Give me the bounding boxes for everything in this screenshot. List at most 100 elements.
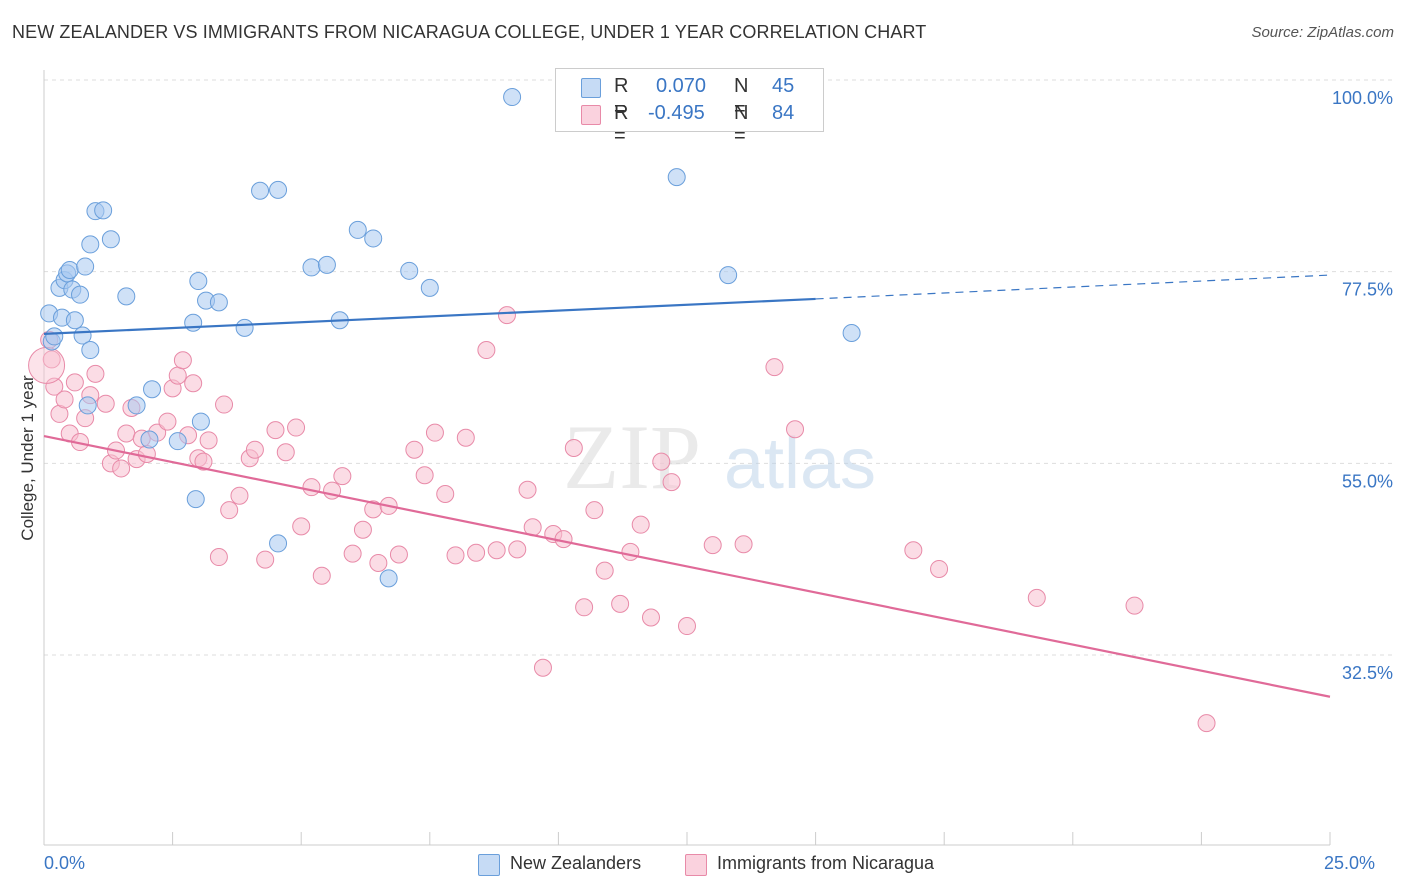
point-new-zealanders (420, 278, 439, 297)
point-new-zealanders (189, 272, 208, 291)
point-nicaragua (343, 544, 362, 563)
source-label: Source: ZipAtlas.com (1251, 24, 1394, 41)
point-nicaragua (276, 443, 295, 462)
y-tick-label: 100.0% (1332, 88, 1393, 108)
point-nicaragua (703, 536, 722, 555)
bottom-legend-swatch-pink (685, 854, 707, 876)
point-new-zealanders (842, 324, 861, 342)
point-new-zealanders (667, 168, 686, 187)
axes (43, 70, 1331, 846)
bottom-legend-label: New Zealanders (510, 853, 642, 873)
point-new-zealanders (184, 313, 203, 332)
trend-line-new-zealanders-projection (815, 274, 1331, 300)
point-nicaragua (292, 517, 311, 536)
point-new-zealanders (78, 396, 97, 415)
chart-title: NEW ZEALANDER VS IMMIGRANTS FROM NICARAG… (12, 22, 927, 42)
point-new-zealanders (348, 220, 367, 239)
point-nicaragua (117, 424, 136, 443)
point-nicaragua (194, 452, 213, 471)
point-nicaragua (353, 520, 372, 539)
point-nicaragua (266, 421, 285, 440)
point-new-zealanders (269, 180, 288, 199)
correlation-legend: R = 0.070 N = 45 R = -0.495 N = 84 (555, 68, 824, 147)
point-new-zealanders (191, 412, 210, 431)
point-nicaragua (1197, 714, 1216, 733)
y-tick-label: 55.0% (1342, 471, 1393, 491)
point-nicaragua (245, 440, 264, 459)
point-nicaragua (930, 559, 949, 578)
point-new-zealanders (251, 181, 270, 200)
trend-line-new-zealanders (43, 297, 816, 335)
point-nicaragua (575, 598, 594, 617)
trend-lines (43, 274, 1331, 698)
point-nicaragua (184, 374, 203, 393)
point-nicaragua (446, 546, 465, 565)
point-new-zealanders (379, 569, 398, 588)
point-nicaragua (389, 545, 408, 564)
point-new-zealanders (60, 260, 79, 279)
x-tick-label-max: 25.0% (1324, 853, 1376, 873)
legend-r-value: 0.070 (656, 75, 707, 97)
point-nicaragua (678, 617, 696, 636)
point-nicaragua (585, 501, 604, 520)
legend-n-value: 45 (772, 75, 795, 97)
trend-line-nicaragua (43, 434, 1331, 698)
point-new-zealanders (140, 430, 159, 449)
point-new-zealanders (317, 255, 336, 274)
point-nicaragua (209, 548, 228, 567)
point-new-zealanders (400, 261, 419, 280)
point-nicaragua (467, 543, 486, 562)
point-nicaragua (734, 535, 753, 554)
y-tick-labels: 100.0% 77.5% 55.0% 32.5% (1332, 88, 1393, 683)
point-nicaragua (112, 459, 131, 478)
point-nicaragua (55, 390, 74, 409)
y-tick-label: 32.5% (1342, 663, 1393, 683)
point-nicaragua (533, 658, 552, 677)
series-new-zealanders (40, 88, 861, 588)
point-new-zealanders (168, 432, 187, 451)
point-new-zealanders (719, 266, 738, 285)
legend-swatch-blue (581, 78, 601, 98)
point-new-zealanders (127, 396, 146, 415)
point-new-zealanders (81, 235, 100, 254)
point-new-zealanders (81, 341, 100, 360)
point-nicaragua (96, 394, 115, 413)
point-nicaragua (158, 412, 177, 431)
point-nicaragua (405, 440, 424, 459)
legend-swatch-pink (581, 105, 601, 125)
point-nicaragua (45, 377, 64, 396)
point-nicaragua (42, 350, 61, 369)
legend-n-value: 84 (772, 102, 795, 124)
point-nicaragua (369, 554, 388, 572)
point-nicaragua (230, 486, 249, 505)
x-tick-label-min: 0.0% (44, 853, 86, 873)
point-nicaragua (425, 423, 444, 442)
point-nicaragua (621, 542, 640, 561)
point-nicaragua (477, 341, 496, 360)
point-nicaragua (508, 540, 527, 559)
point-new-zealanders (143, 380, 162, 399)
point-nicaragua (312, 566, 331, 585)
point-new-zealanders (186, 490, 205, 509)
point-nicaragua (333, 467, 352, 486)
watermark-zip: ZIP (563, 406, 701, 508)
legend-r-value: -0.495 (648, 102, 705, 124)
point-new-zealanders (65, 311, 84, 330)
point-nicaragua (256, 550, 275, 569)
point-nicaragua (652, 452, 671, 471)
legend-r-label: R = (614, 75, 629, 120)
legend-r-label: R = (614, 102, 629, 147)
point-nicaragua (1027, 588, 1046, 607)
point-nicaragua (487, 541, 506, 560)
y-axis-label: College, Under 1 year (18, 375, 37, 541)
point-new-zealanders (364, 229, 383, 248)
point-nicaragua (1125, 596, 1144, 615)
point-new-zealanders (45, 327, 64, 346)
point-nicaragua (765, 358, 784, 377)
point-new-zealanders (235, 318, 254, 337)
legend-n-label: N = (734, 102, 749, 147)
point-new-zealanders (101, 230, 120, 249)
point-new-zealanders (71, 285, 90, 304)
point-nicaragua (86, 364, 105, 383)
